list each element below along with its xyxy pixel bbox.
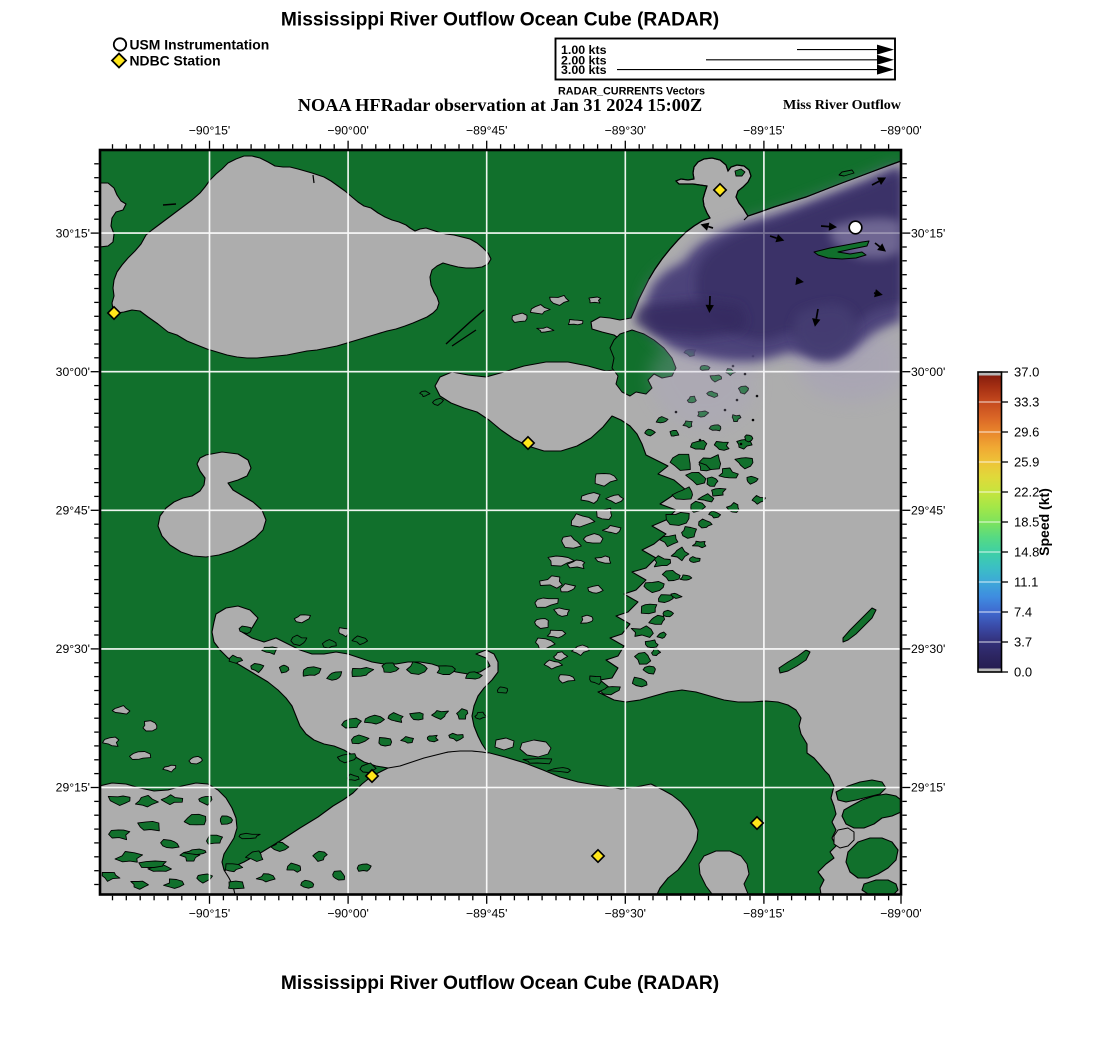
svg-text:29.6: 29.6 bbox=[1014, 425, 1039, 440]
svg-text:−90°00': −90°00' bbox=[327, 124, 368, 138]
svg-text:Mississippi River Outflow Ocea: Mississippi River Outflow Ocean Cube (RA… bbox=[281, 973, 719, 994]
svg-text:33.3: 33.3 bbox=[1014, 395, 1039, 410]
svg-text:30°15': 30°15' bbox=[56, 226, 90, 240]
svg-text:0.0: 0.0 bbox=[1014, 665, 1032, 680]
svg-text:37.0: 37.0 bbox=[1014, 365, 1039, 380]
svg-text:−89°30': −89°30' bbox=[605, 124, 646, 138]
svg-text:−89°15': −89°15' bbox=[743, 907, 784, 921]
svg-text:7.4: 7.4 bbox=[1014, 605, 1032, 620]
svg-text:−90°15': −90°15' bbox=[189, 907, 230, 921]
svg-text:30°15': 30°15' bbox=[911, 226, 945, 240]
svg-text:−90°15': −90°15' bbox=[189, 124, 230, 138]
svg-text:Mississippi River Outflow Ocea: Mississippi River Outflow Ocean Cube (RA… bbox=[281, 10, 719, 31]
svg-text:25.9: 25.9 bbox=[1014, 455, 1039, 470]
svg-text:29°45': 29°45' bbox=[911, 504, 945, 518]
svg-text:−89°30': −89°30' bbox=[605, 907, 646, 921]
svg-text:−90°00': −90°00' bbox=[327, 907, 368, 921]
svg-text:29°15': 29°15' bbox=[56, 781, 90, 795]
svg-text:29°30': 29°30' bbox=[911, 642, 945, 656]
svg-text:Miss River Outflow: Miss River Outflow bbox=[783, 97, 902, 113]
svg-text:29°45': 29°45' bbox=[56, 504, 90, 518]
svg-text:11.1: 11.1 bbox=[1014, 575, 1038, 590]
svg-text:30°00': 30°00' bbox=[911, 365, 945, 379]
svg-text:3.00 kts: 3.00 kts bbox=[561, 63, 607, 77]
svg-text:−89°45': −89°45' bbox=[466, 124, 507, 138]
svg-text:NDBC Station: NDBC Station bbox=[130, 53, 221, 69]
svg-text:NOAA HFRadar observation at Ja: NOAA HFRadar observation at Jan 31 2024 … bbox=[298, 95, 702, 115]
svg-text:−89°00': −89°00' bbox=[880, 124, 921, 138]
svg-text:USM Instrumentation: USM Instrumentation bbox=[130, 37, 270, 53]
svg-text:29°15': 29°15' bbox=[911, 781, 945, 795]
svg-text:29°30': 29°30' bbox=[56, 642, 90, 656]
svg-text:30°00': 30°00' bbox=[56, 365, 90, 379]
svg-text:−89°15': −89°15' bbox=[743, 124, 784, 138]
svg-text:−89°00': −89°00' bbox=[880, 907, 921, 921]
svg-text:−89°45': −89°45' bbox=[466, 907, 507, 921]
svg-text:Speed (kt): Speed (kt) bbox=[1036, 488, 1052, 556]
svg-text:3.7: 3.7 bbox=[1014, 635, 1032, 650]
svg-text:RADAR_CURRENTS Vectors: RADAR_CURRENTS Vectors bbox=[558, 86, 705, 98]
